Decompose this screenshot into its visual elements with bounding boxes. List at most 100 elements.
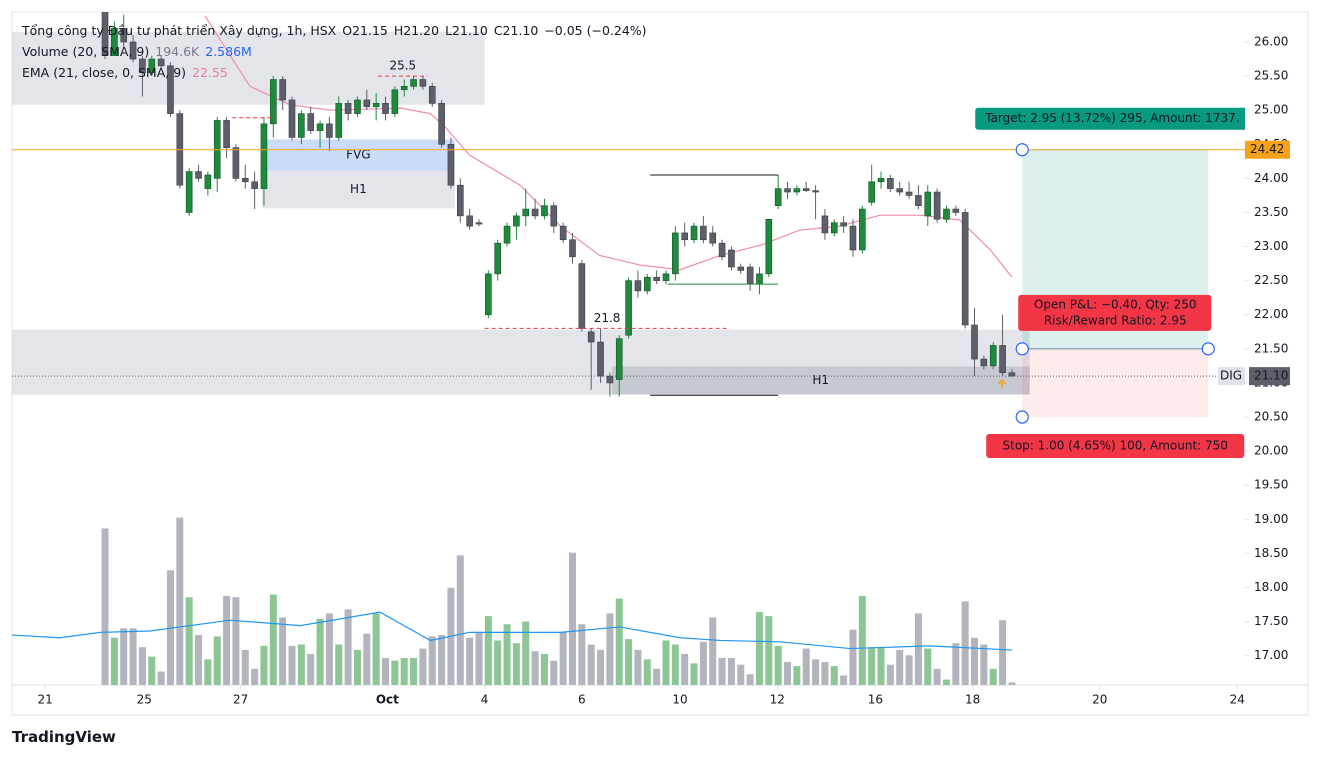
volume-bar xyxy=(840,675,848,685)
candle-body xyxy=(597,341,604,377)
candle-body xyxy=(1008,372,1016,377)
volume-bar xyxy=(597,649,605,685)
candle-body xyxy=(989,345,997,367)
volume-bar xyxy=(438,635,446,685)
y-tick-label: 26.00 xyxy=(1254,35,1288,49)
volume-bar xyxy=(681,653,689,685)
x-tick-label: 4 xyxy=(481,693,489,707)
candle-body xyxy=(428,86,436,104)
volume-bar xyxy=(643,659,651,685)
volume-bar xyxy=(924,648,932,685)
y-tick-label: 17.50 xyxy=(1254,614,1288,628)
candle-body xyxy=(961,212,969,326)
candle-body xyxy=(129,41,137,60)
candle-body xyxy=(251,181,258,189)
stop-box xyxy=(986,434,1245,459)
candle-body xyxy=(157,58,165,67)
volume-bar xyxy=(606,613,614,685)
handle xyxy=(1201,342,1215,356)
volume-bar xyxy=(129,628,137,685)
handle xyxy=(1015,342,1029,356)
y-tick-label: 23.00 xyxy=(1254,239,1288,253)
candle-body xyxy=(288,99,296,138)
volume-last: 194.6K xyxy=(155,44,200,59)
ohlc: H21.20 xyxy=(393,23,440,38)
volume-bar xyxy=(896,649,904,685)
candle-body xyxy=(924,191,932,217)
volume-bar xyxy=(737,664,745,685)
ema-line xyxy=(204,15,1013,278)
axes: 17.00 17.50 18.00 18.50 19.00 19.50 20.00 20.50… xyxy=(38,35,1290,707)
volume-bar xyxy=(456,555,464,685)
volume-bar xyxy=(522,621,530,685)
ema-name: EMA (21, close, 0, SMA, 9) xyxy=(22,65,187,80)
price-tag-label: 21.10 xyxy=(1254,369,1288,383)
volume-bar xyxy=(101,528,109,685)
volume-bar xyxy=(699,641,707,685)
x-tick-label: Oct xyxy=(376,693,399,707)
x-tick-label: 21 xyxy=(38,693,53,707)
candle-body xyxy=(999,345,1006,374)
volume-bar xyxy=(746,674,754,685)
candle-body xyxy=(400,86,408,91)
volume-bar xyxy=(999,620,1007,685)
volume-bar xyxy=(148,656,156,685)
volume-bar xyxy=(690,663,698,685)
volume-bar xyxy=(933,668,941,685)
candle-body xyxy=(625,280,632,336)
ohlc: L21.10 xyxy=(445,23,488,38)
candle-body xyxy=(952,208,960,213)
volume-bar xyxy=(905,655,913,685)
brand-name: TradingView xyxy=(12,728,116,746)
volume-bar xyxy=(475,632,483,685)
volume-bar xyxy=(466,637,474,685)
pnl-box xyxy=(1018,294,1212,331)
volume-bar xyxy=(512,643,520,685)
change: −0.05 (−0.24%) xyxy=(544,23,647,38)
zone-label: H1 xyxy=(812,373,829,387)
candle-body xyxy=(569,239,576,258)
x-tick-label: 6 xyxy=(578,693,586,707)
volume-bar xyxy=(531,651,539,685)
volume-sma-last: 2.586M xyxy=(205,44,252,59)
volume-bar xyxy=(653,668,661,685)
candle-body xyxy=(298,113,305,138)
plot-area: FVG H1 H1 25.5 21.8 xyxy=(12,12,1245,685)
candle-body xyxy=(672,232,679,275)
volume-bar xyxy=(942,679,950,685)
brand-logo: TradingView xyxy=(12,728,116,746)
y-tick-label: 23.50 xyxy=(1254,205,1288,219)
candle-body xyxy=(587,331,595,343)
candle-body xyxy=(634,280,642,292)
rr-label: Risk/Reward Ratio: 2.95 xyxy=(1044,313,1187,327)
candle-body xyxy=(971,324,978,360)
volume-bar xyxy=(971,637,979,685)
candle-body xyxy=(915,195,922,206)
stop-zone xyxy=(1022,348,1209,418)
volume-bar xyxy=(540,653,548,685)
volume-bar xyxy=(400,657,408,685)
volume-bar xyxy=(821,662,829,685)
candle-body xyxy=(204,174,212,189)
candle-body xyxy=(382,103,389,114)
volume-bar xyxy=(886,664,894,685)
x-tick-label: 27 xyxy=(233,693,248,707)
candle-body xyxy=(756,273,763,285)
volume-bar xyxy=(765,616,773,685)
candle-body xyxy=(933,191,941,220)
candle-body xyxy=(700,225,707,241)
candle-body xyxy=(513,215,520,227)
volume-bar xyxy=(625,639,633,685)
y-tick-label: 18.00 xyxy=(1254,580,1288,594)
candle-body xyxy=(681,232,688,241)
zone-label: H1 xyxy=(350,182,367,196)
volume-bar xyxy=(989,668,997,685)
volume-bar xyxy=(1008,682,1016,685)
volume-bar xyxy=(372,613,380,685)
volume-bar xyxy=(195,635,203,685)
volume-bar xyxy=(251,668,259,685)
candle-body xyxy=(615,338,623,380)
volume-bar xyxy=(353,649,361,685)
candle-body xyxy=(559,225,567,241)
volume-bar xyxy=(391,660,399,685)
